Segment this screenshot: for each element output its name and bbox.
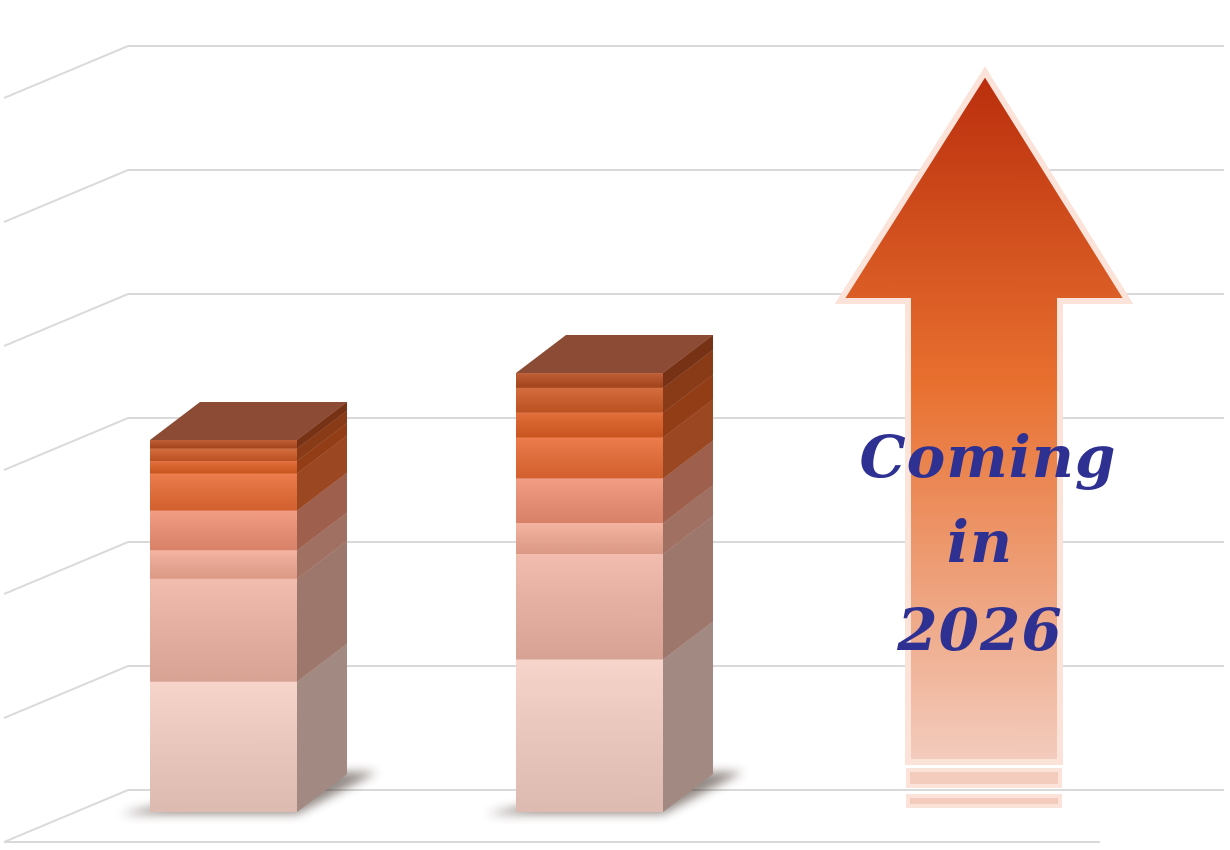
bar-segment-side <box>297 472 347 551</box>
bar-segment-shading <box>516 387 663 413</box>
annotation-line-2: in <box>947 508 1013 576</box>
bar-segment-shading <box>516 523 663 555</box>
gridline <box>3 169 129 223</box>
bar-segment-side <box>663 516 713 660</box>
bar-segment-side <box>663 621 713 812</box>
bar-segment-side <box>663 399 713 479</box>
annotation-line-1: Coming <box>860 423 1117 491</box>
bar-segment-side <box>297 423 347 474</box>
bar-segment-side <box>663 335 713 388</box>
bars <box>120 335 743 814</box>
bar-segment-side <box>663 440 713 524</box>
gridline <box>3 417 129 471</box>
gridline <box>3 665 129 719</box>
gridline <box>3 789 129 843</box>
gridline <box>3 45 129 99</box>
coming-arrow: Coming in 2026 <box>834 66 1134 808</box>
bar-segment-shading <box>150 550 297 579</box>
bar-segment-side <box>663 374 713 438</box>
bar-segment-shading <box>150 473 297 511</box>
bar-segment-shading <box>150 448 297 462</box>
arrow-base-stripe <box>906 768 1062 788</box>
bar-segment-side <box>663 349 713 413</box>
bar-segment-side <box>297 512 347 579</box>
bar-segment-shading <box>150 681 297 812</box>
bar-segment-side <box>297 643 347 812</box>
gridline <box>3 541 129 595</box>
bar-segment-shading <box>516 554 663 660</box>
bar-segment-side <box>297 540 347 682</box>
bar-stack <box>486 335 743 814</box>
bar-segment-shading <box>516 437 663 479</box>
bar-segment-shading <box>150 578 297 682</box>
bar-segment-shading <box>516 659 663 812</box>
bar-segment-shading <box>150 461 297 474</box>
bar-segment-shading <box>516 478 663 524</box>
bar-top <box>150 402 347 440</box>
bar-segment-shading <box>516 412 663 438</box>
bar-segment-shading <box>150 510 297 551</box>
bar-segment-side <box>297 402 347 449</box>
bar-segment-shading <box>516 373 663 388</box>
arrow-base-stripe <box>906 794 1062 808</box>
bar-segment-side <box>297 435 347 511</box>
bar-segment-side <box>663 485 713 555</box>
bar-top <box>516 335 713 374</box>
bar-segment-shading <box>150 440 297 449</box>
annotation-line-3: 2026 <box>896 596 1062 664</box>
up-arrow-icon <box>834 66 1134 765</box>
bar-segment-side <box>297 410 347 462</box>
bar-stack <box>120 402 377 814</box>
gridline <box>3 293 129 347</box>
